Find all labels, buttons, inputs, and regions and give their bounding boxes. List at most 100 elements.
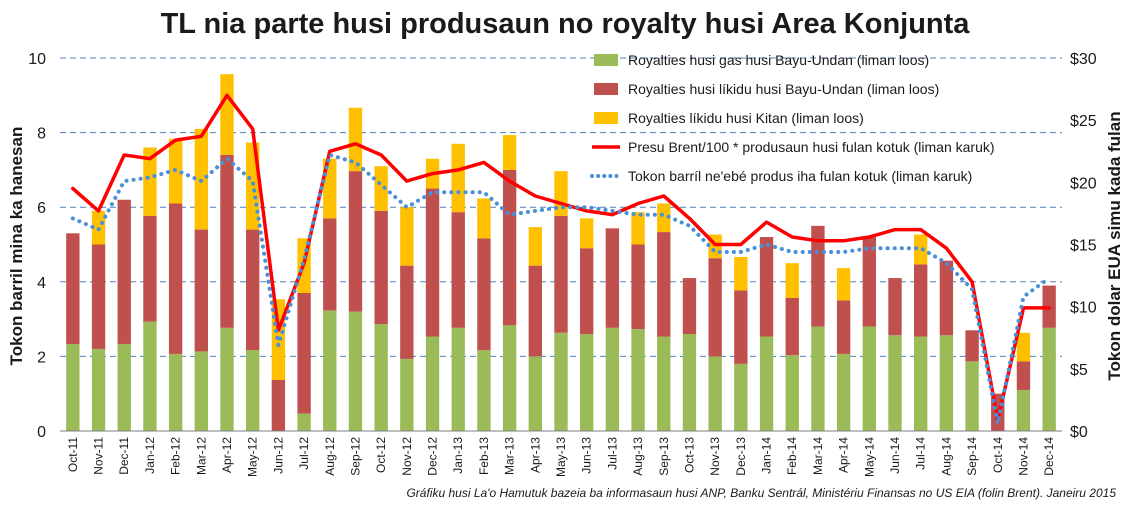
bar-segment-1 — [605, 327, 620, 431]
bar-segment-1 — [425, 336, 440, 431]
bar-segment-1 — [939, 335, 954, 431]
legend-swatch — [594, 112, 618, 124]
x-tick-label: Nov-14 — [1016, 437, 1030, 476]
bar-segment-1 — [91, 348, 106, 431]
bar-segment-1 — [297, 413, 311, 431]
bar-segment-2 — [143, 215, 157, 322]
y-tick-label-left: 0 — [37, 424, 46, 441]
x-tick-label: Jun-13 — [580, 437, 594, 474]
y-tick-label-left: 8 — [37, 126, 46, 143]
line-series-brent — [71, 93, 1051, 422]
bar-segment-1 — [66, 343, 80, 431]
chart-title: TL nia parte husi produsaun no royalty h… — [161, 8, 971, 40]
bar-segment-3 — [657, 203, 671, 233]
x-tick-label: May-12 — [246, 437, 260, 477]
x-tick-label: Sep-12 — [348, 437, 362, 476]
bar-segment-1 — [502, 325, 517, 431]
bar-segment-1 — [785, 355, 799, 431]
bar-segment-2 — [528, 265, 542, 357]
bar-segment-1 — [348, 311, 363, 431]
x-tick-label: Oct-12 — [374, 437, 388, 473]
bar-segment-3 — [580, 218, 594, 249]
bar-segment-1 — [323, 310, 337, 431]
bar-segment-3 — [502, 135, 517, 170]
bar-segment-2 — [168, 203, 183, 354]
bar-segment-2 — [425, 188, 440, 337]
legend-label: Royalties husi gas husi Bayu-Undan (lima… — [628, 52, 929, 68]
bar-segment-2 — [965, 330, 979, 362]
bar-segment-2 — [246, 229, 260, 351]
x-tick-label: Jun-12 — [271, 437, 285, 474]
x-tick-label: Aug-14 — [939, 437, 953, 476]
legend-swatch — [594, 83, 618, 95]
bar-segment-2 — [451, 212, 465, 328]
x-tick-label: Oct-14 — [991, 437, 1005, 473]
bar-segment-2 — [785, 297, 799, 356]
bar-segment-1 — [1042, 327, 1056, 431]
x-tick-label: Feb-14 — [785, 437, 799, 475]
bar-segment-2 — [66, 233, 80, 344]
x-tick-label: Aug-13 — [631, 437, 645, 476]
bar-segment-1 — [1016, 389, 1031, 431]
y-tick-label-right: $30 — [1070, 51, 1097, 68]
bar-segment-2 — [605, 228, 620, 328]
bar-segment-1 — [631, 329, 645, 431]
y-tick-label-right: $0 — [1070, 424, 1088, 441]
legend-label: Presu Brent/100 * produsaun husi fulan k… — [628, 139, 995, 155]
bar-segment-1 — [759, 336, 774, 431]
x-tick-label: Feb-12 — [169, 437, 183, 475]
bar-segment-3 — [785, 263, 799, 298]
x-tick-label: Dec-12 — [426, 437, 440, 476]
bar-segment-2 — [271, 380, 286, 431]
bar-segment-1 — [580, 334, 594, 431]
bar-segment-1 — [451, 327, 465, 431]
x-tick-label: Jan-14 — [760, 437, 774, 474]
bar-segment-1 — [888, 335, 902, 431]
x-tick-label: Dec-13 — [734, 437, 748, 476]
bar-segment-1 — [657, 336, 671, 431]
x-tick-label: May-13 — [554, 437, 568, 477]
bar-segment-1 — [246, 350, 260, 431]
bar-segment-2 — [657, 232, 671, 337]
x-tick-label: Jul-13 — [605, 437, 619, 470]
bar-segment-3 — [477, 198, 491, 239]
bar-segment-2 — [194, 229, 208, 352]
x-tick-label: Oct-13 — [682, 437, 696, 473]
y-tick-label-right: $10 — [1070, 300, 1097, 317]
bar-segment-1 — [554, 332, 568, 431]
bar-segment-1 — [914, 336, 928, 431]
bar-segment-2 — [708, 258, 722, 357]
bar-segment-2 — [759, 237, 774, 337]
bar-segment-2 — [348, 171, 363, 312]
bar-segment-2 — [400, 265, 414, 359]
x-tick-label: Apr-12 — [220, 437, 234, 473]
x-tick-label: Nov-11 — [92, 437, 106, 475]
bar-segment-1 — [862, 326, 876, 431]
x-tick-label: Jan-12 — [143, 437, 157, 474]
y-tick-label-left: 2 — [37, 349, 46, 366]
bar-segment-1 — [682, 334, 697, 431]
bar-segment-1 — [374, 324, 388, 431]
bar-segment-3 — [400, 207, 414, 266]
x-tick-label: Jan-13 — [451, 437, 465, 474]
x-tick-label: Mar-13 — [503, 437, 517, 475]
bar-segment-1 — [477, 350, 491, 431]
x-tick-label: Feb-13 — [477, 437, 491, 475]
bar-segment-1 — [528, 356, 542, 431]
bar-segment-2 — [220, 154, 234, 328]
bar-segment-3 — [1016, 332, 1031, 362]
bar-segment-2 — [502, 169, 517, 326]
x-tick-label: Mar-14 — [811, 437, 825, 475]
y-axis-label-left: Tokon barril mina ka hanesan — [7, 127, 26, 366]
y-tick-label-left: 6 — [37, 200, 46, 217]
y-tick-label-right: $20 — [1070, 175, 1097, 192]
y-tick-label-left: 4 — [37, 275, 46, 292]
legend: Royalties husi gas husi Bayu-Undan (lima… — [590, 52, 995, 184]
y-tick-label-left: 10 — [28, 51, 46, 68]
bar-segment-3 — [734, 256, 748, 291]
y-axis-label-right: Tokon dolar EUA simu kada fulan — [1105, 111, 1124, 380]
x-tick-label: Nov-13 — [708, 437, 722, 476]
x-tick-label: Oct-11 — [66, 437, 80, 472]
bar-segment-3 — [836, 268, 851, 301]
x-tick-label: Jul-14 — [914, 437, 928, 470]
